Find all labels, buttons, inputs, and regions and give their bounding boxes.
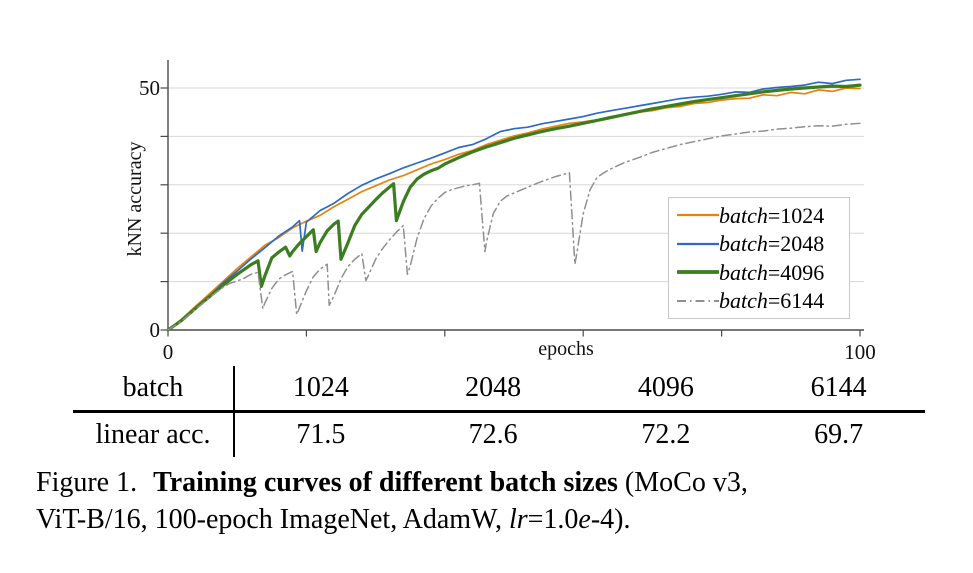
table-cell: 6144	[752, 366, 925, 413]
curves	[166, 78, 862, 332]
curve-batch-4096	[166, 83, 862, 332]
table-cell: 72.6	[468, 419, 518, 450]
table-cell: 4096	[579, 366, 753, 413]
figure-caption: Figure 1. Training curves of different ba…	[36, 464, 948, 538]
chart-legend: batch=1024 batch=2048 batch=4096 batch=6…	[668, 197, 850, 319]
table-cell: 1024	[234, 366, 407, 413]
curve-batch-1024	[167, 87, 861, 331]
training-curves-chart: 50 0 0 100 epochs kNN accuracy	[124, 60, 876, 362]
table-cell: 71.5	[296, 419, 346, 450]
caption-line-1: Figure 1. Training curves of different ba…	[36, 467, 748, 498]
legend-line-sample	[677, 299, 719, 302]
table-cell: batch	[73, 366, 235, 413]
y-axis-title: kNN accuracy	[124, 142, 146, 257]
x-tick-label-0: 0	[163, 340, 174, 362]
legend-label: batch=4096	[719, 259, 825, 285]
legend-line-sample	[677, 270, 719, 275]
y-tick-label-0: 0	[150, 318, 161, 342]
table-cell: linear acc.	[73, 411, 235, 457]
legend-line-sample	[677, 213, 719, 217]
table-cell: 2048	[406, 366, 580, 413]
legend-item-batch-6144: batch=6144	[677, 287, 843, 314]
linear-accuracy-table: batch 1024 2048 4096 6144 linear acc. 71…	[73, 366, 925, 457]
legend-item-batch-2048: batch=2048	[677, 230, 843, 257]
legend-label: batch=1024	[719, 202, 825, 228]
table-cell: 69.7	[814, 419, 864, 450]
legend-item-batch-1024: batch=1024	[677, 202, 843, 229]
legend-line-sample	[677, 242, 719, 245]
caption-line-2: ViT-B/16, 100-epoch ImageNet, AdamW, lr=…	[36, 504, 631, 535]
x-axis-title: epochs	[538, 338, 594, 360]
table-cell: 72.2	[641, 419, 691, 450]
curve-batch-2048	[167, 78, 861, 331]
y-tick-label-50: 50	[139, 76, 160, 100]
legend-label: batch=6144	[719, 288, 825, 314]
curve-batch-6144	[167, 122, 861, 331]
legend-label: batch=2048	[719, 231, 825, 257]
table-row: batch 1024 2048 4096 6144	[73, 366, 925, 413]
legend-item-batch-4096: batch=4096	[677, 259, 843, 286]
x-tick-label-100: 100	[844, 340, 876, 362]
table-row: linear acc. 71.5 72.6 72.2 69.7	[73, 411, 925, 457]
